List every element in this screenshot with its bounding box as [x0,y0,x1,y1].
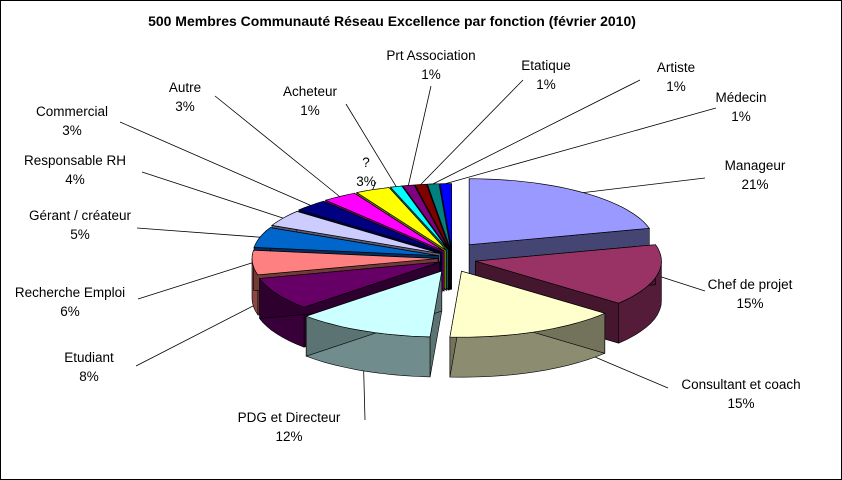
slice-label: Autre [169,80,201,95]
leader-line-10 [372,181,377,190]
slice-- [355,187,447,251]
slice-label: Médecin [715,90,766,105]
slice-label: Consultant et coach [681,377,800,392]
slice-commercial [297,200,443,253]
slice-percent: 3% [62,123,82,138]
leader-line-7 [141,171,284,219]
slice-percent: 5% [70,227,90,242]
slice-pdg-et-directeur [305,270,443,338]
leader-line-14 [433,79,641,185]
slice-chef-de-projet [475,244,662,304]
leader-line-1 [656,275,706,292]
slice-percent: 8% [79,369,99,384]
leader-line-8 [119,121,311,206]
slice-label: PDG et Directeur [238,410,341,425]
slice-percent: 1% [666,79,686,94]
leader-line-12 [408,85,432,186]
slice-label: Responsable RH [24,153,126,168]
slice-percent: 15% [727,396,754,411]
leader-line-6 [136,227,260,238]
slice-label: Manageur [725,158,786,173]
slice-acheteur [389,185,449,251]
slice-percent: 1% [421,67,441,82]
leader-line-13 [420,79,524,185]
slice-label: Commercial [36,104,108,119]
slice-label: ? [362,155,370,170]
slice-recherche-emploi [251,249,439,276]
slice-prt-association [402,184,450,251]
slice-percent: 1% [731,109,751,124]
leader-line-15 [445,107,717,184]
leader-line-5 [137,262,253,300]
leader-line-11 [345,103,397,187]
slice-autre [324,192,445,252]
slice-label: Chef de projet [708,277,793,292]
slice-percent: 3% [356,174,376,189]
chart-title: 500 Membres Communauté Réseau Excellence… [148,13,636,29]
slice-percent: 1% [536,77,556,92]
slice-etudiant [258,261,440,308]
slice-etatique [414,183,451,250]
slice-artiste [426,183,452,250]
leader-line-0 [583,177,706,193]
slice-label: Prt Association [386,48,475,63]
slice-responsable-rh [271,211,441,254]
leader-line-9 [214,95,340,197]
slice-label: Etatique [521,58,571,73]
slice-percent: 6% [60,304,80,319]
slice-consultant-et-coach [449,270,606,338]
slice-percent: 1% [300,103,320,118]
slice-percent: 21% [741,177,768,192]
slice-g-rant-cr-ateur [253,227,439,257]
slice-manageur [468,178,650,246]
slice-label: Etudiant [64,350,114,365]
slice-m-decin [439,183,452,250]
slice-percent: 3% [175,99,195,114]
slice-label: Recherche Emploi [15,285,125,300]
slice-percent: 15% [736,296,763,311]
slice-percent: 4% [65,172,85,187]
slice-label: Gérant / créateur [29,208,132,223]
slice-label: Artiste [657,60,695,75]
slice-label: Acheteur [283,84,338,99]
slice-percent: 12% [275,429,302,444]
